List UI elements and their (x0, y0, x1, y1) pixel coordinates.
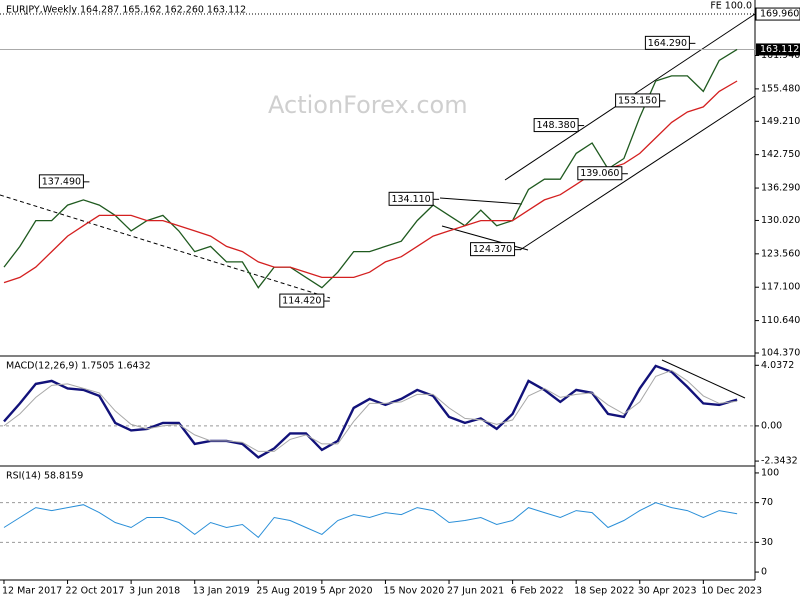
panel-title: RSI(14) 58.8159 (6, 471, 83, 482)
y-tick-label: 104.370 (761, 348, 800, 359)
series-line (3, 48, 738, 289)
annotation-label: 114.420 (282, 296, 321, 307)
x-tick-label: 18 Sep 2022 (574, 586, 634, 597)
x-tick-label: 30 Apr 2023 (638, 586, 697, 597)
panel-title: EURJPY,Weekly 164.287 165.162 162.260 16… (6, 5, 246, 16)
last-tag (756, 43, 800, 56)
series-line (3, 369, 738, 452)
y-tick-label: 130.020 (761, 215, 800, 226)
annotation-box (644, 35, 690, 50)
y-tick-label: 100 (761, 467, 779, 478)
x-tick-label: 3 Jun 2018 (129, 586, 180, 597)
x-tick-label: 22 Oct 2017 (66, 586, 125, 597)
trend-line (0, 194, 331, 299)
y-tick-label: 110.640 (761, 315, 800, 326)
series-line (3, 364, 738, 459)
x-tick-label: 12 Mar 2017 (2, 586, 62, 597)
y-tick-label: 117.100 (761, 282, 800, 293)
series-line (3, 502, 738, 539)
channel-lower (519, 95, 756, 251)
annotation-label: 153.150 (618, 95, 657, 106)
y-tick-label: 123.560 (761, 248, 800, 259)
y-tick-label: 142.750 (761, 149, 800, 160)
annotation-box (38, 174, 84, 189)
annotation-label: 139.060 (580, 168, 619, 179)
y-tick-label: 30 (761, 537, 773, 548)
watermark: ActionForex.com (268, 91, 468, 119)
y-tick-label: 0.00 (761, 420, 782, 431)
y-tick-label: 155.480 (761, 83, 800, 94)
annotation-box (279, 293, 325, 308)
x-tick-label: 6 Feb 2022 (511, 586, 564, 597)
annotation-box (470, 242, 516, 257)
annotation-label: 164.290 (648, 38, 687, 49)
x-tick-label: 15 Nov 2020 (383, 586, 444, 597)
macd-trend-line (661, 359, 746, 399)
y-tick-label: 4.0372 (761, 360, 794, 371)
x-tick-label: 5 Apr 2020 (320, 586, 373, 597)
annotation-box (615, 93, 661, 108)
annotation-label: 134.110 (391, 194, 430, 205)
annotation-box (533, 118, 579, 133)
y-tick-label: 70 (761, 497, 773, 508)
last-value: 163.112 (760, 44, 799, 55)
fe-tag (755, 7, 800, 21)
annotation-label: 124.370 (473, 244, 512, 255)
fe-label: FE 100.0 (710, 1, 752, 12)
x-tick-label: 13 Jan 2019 (193, 586, 250, 597)
annotation-box (577, 166, 623, 181)
y-tick-label: 161.940 (761, 50, 800, 61)
x-tick-label: 10 Dec 2023 (701, 586, 762, 597)
y-tick-label: 149.210 (761, 116, 800, 127)
y-tick-label: -2.3432 (761, 456, 798, 467)
x-tick-label: 25 Aug 2019 (256, 586, 317, 597)
triangle-upper (439, 197, 523, 205)
annotation-box (388, 191, 434, 206)
fe-value: 169.960 (760, 9, 799, 20)
y-tick-label: 0 (761, 567, 767, 578)
panel-title: MACD(12,26,9) 1.7505 1.6432 (6, 361, 151, 372)
x-tick-label: 27 Jun 2021 (447, 586, 504, 597)
annotation-label: 137.490 (42, 176, 81, 187)
annotation-label: 148.380 (536, 120, 575, 131)
y-tick-label: 136.290 (761, 183, 800, 194)
